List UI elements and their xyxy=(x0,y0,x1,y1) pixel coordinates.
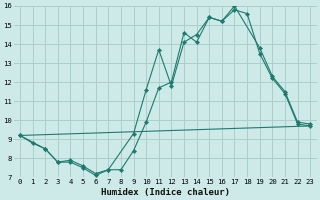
X-axis label: Humidex (Indice chaleur): Humidex (Indice chaleur) xyxy=(100,188,229,197)
